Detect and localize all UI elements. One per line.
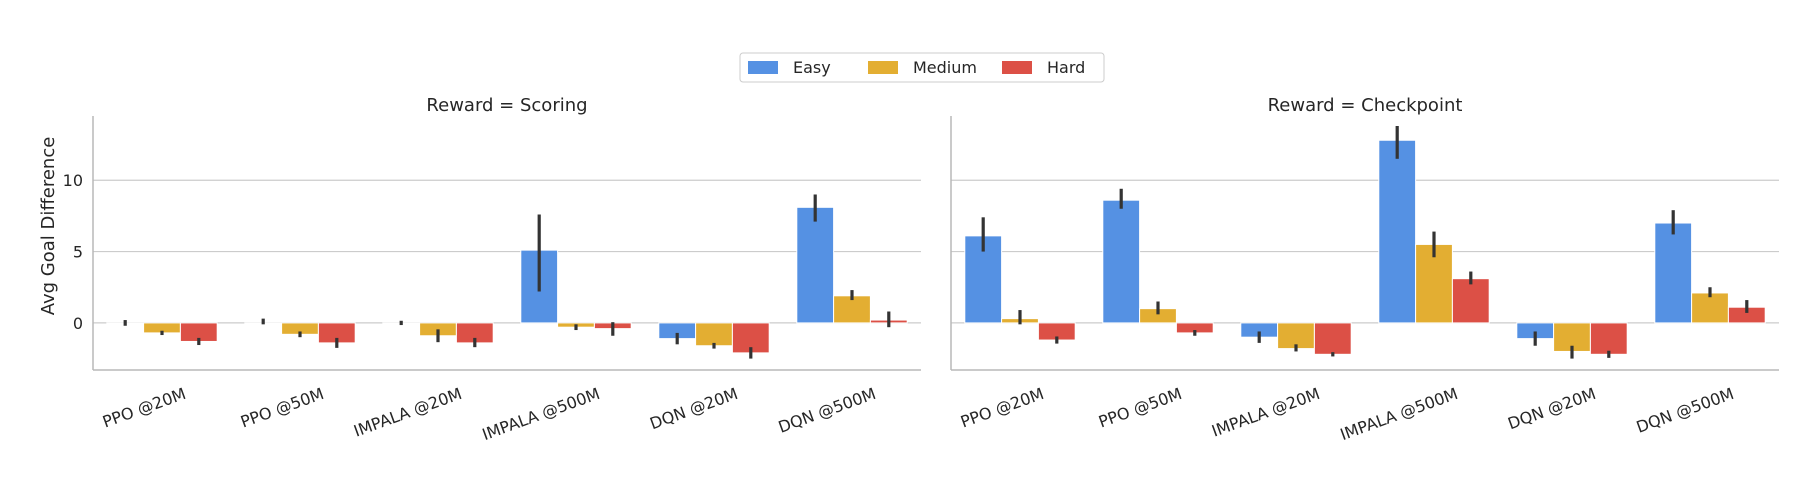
legend-label-medium: Medium (913, 58, 977, 77)
bar-easy-dqn-500m (796, 206, 835, 324)
bar-medium-dqn-20m (695, 322, 733, 347)
x-tick-label: PPO @50M (1096, 384, 1184, 432)
panel-title: Reward = Scoring (426, 95, 587, 116)
x-tick-label: DQN @500M (1634, 384, 1737, 437)
y-tick-label: 10 (63, 171, 83, 190)
x-tick-label: IMPALA @500M (480, 384, 603, 444)
bar-easy-impala-500m (1378, 139, 1417, 324)
bar-hard-impala-20m (1313, 322, 1352, 355)
x-tick-label: IMPALA @500M (1338, 384, 1461, 444)
legend-label-hard: Hard (1047, 58, 1085, 77)
x-tick-label: DQN @20M (1505, 384, 1598, 433)
legend-label-easy: Easy (793, 58, 831, 77)
legend-frame (739, 52, 1105, 83)
legend-swatch-medium (868, 61, 898, 74)
x-tick-label: IMPALA @20M (1209, 384, 1322, 441)
x-tick-label: PPO @20M (100, 384, 188, 432)
bar-medium-dqn-500m (1691, 292, 1729, 324)
bar-easy-ppo-50m (1102, 199, 1141, 324)
panel-reward-scoring: 0 5 10 Reward = Scoring PPO @20M PPO @50M IMPA… (63, 95, 921, 444)
bar-medium-impala-500m (1415, 243, 1453, 324)
chart-panels: 0 5 10 Reward = Scoring PPO @20M PPO @50M IMPA… (63, 95, 1779, 444)
bar-hard-dqn-20m (1589, 322, 1628, 355)
bar-easy-dqn-500m (1654, 222, 1693, 324)
panel-title: Reward = Checkpoint (1268, 95, 1463, 116)
x-tick-label: DQN @500M (776, 384, 879, 437)
x-tick-label: IMPALA @20M (351, 384, 464, 441)
bar-hard-impala-500m (1451, 278, 1490, 324)
y-tick-label: 5 (73, 243, 83, 262)
x-tick-label: PPO @20M (958, 384, 1046, 432)
y-tick-label: 0 (73, 314, 83, 333)
legend: Easy Medium Hard (739, 52, 1105, 83)
legend-swatch-hard (1002, 61, 1032, 74)
x-tick-label: PPO @50M (238, 384, 326, 432)
panel-reward-checkpoint: Reward = Checkpoint PPO @20M PPO @50M IMPAL… (950, 95, 1779, 444)
legend-swatch-easy (748, 61, 778, 74)
x-tick-label: DQN @20M (647, 384, 740, 433)
y-axis-label: Avg Goal Difference (38, 137, 59, 316)
